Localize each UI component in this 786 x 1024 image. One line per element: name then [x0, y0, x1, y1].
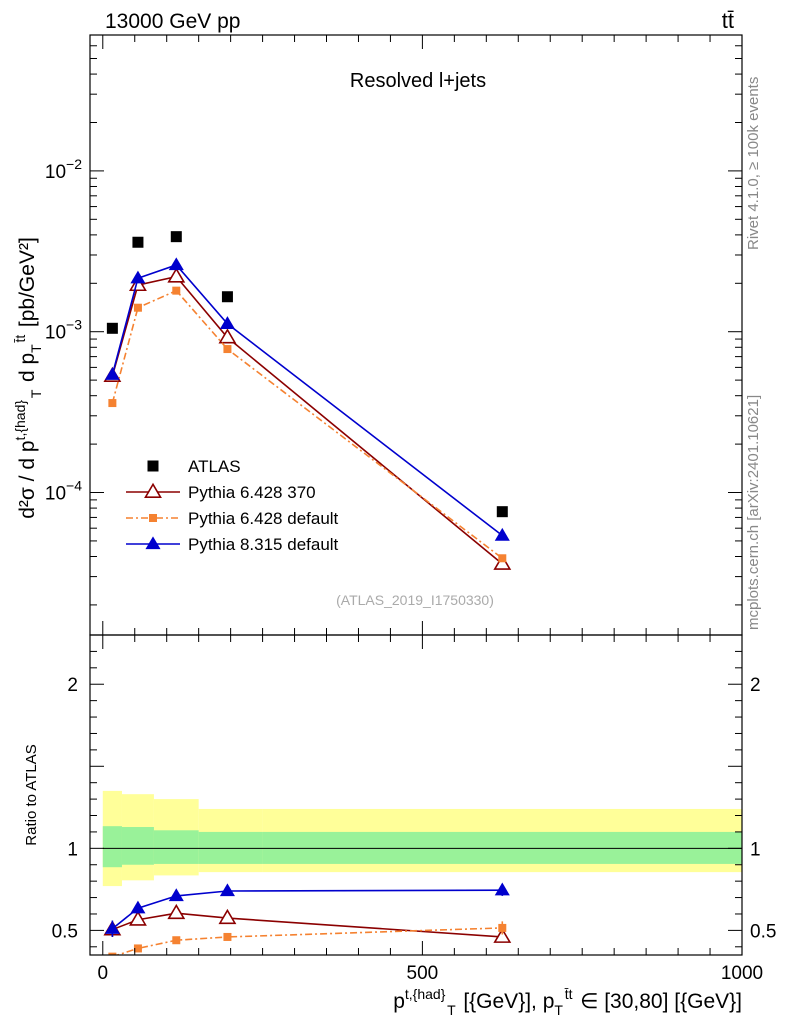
- legend-marker-1: [144, 482, 162, 498]
- ratio-point-2: [498, 923, 507, 932]
- x-axis-label: pt,{had} T [{GeV}], pT t̄t ∈ [30,80] [{G…: [393, 986, 742, 1018]
- ratio-point-1: [129, 910, 147, 926]
- legend-label-3: Pythia 8.315 default: [188, 535, 339, 554]
- data-point-2: [133, 303, 142, 312]
- data-point-1: [167, 267, 186, 283]
- ratio-point-2: [133, 944, 142, 953]
- data-point-2: [223, 345, 232, 354]
- legend-marker-2: [149, 514, 157, 522]
- y-tick-label-main: 10−4: [45, 478, 82, 505]
- data-point-2: [172, 286, 181, 295]
- data-point-0: [132, 236, 144, 248]
- energy-label: 13000 GeV pp: [105, 10, 240, 33]
- legend-label-2: Pythia 6.428 default: [188, 509, 339, 528]
- x-tick-label: 1000: [721, 963, 763, 984]
- rivet-version-label: Rivet 4.1.0, ≥ 100k events: [745, 77, 762, 250]
- data-point-3: [130, 270, 146, 284]
- ratio-point-2: [108, 952, 117, 955]
- ratio-plot-marks: [103, 882, 512, 955]
- ratio-point-2: [223, 932, 232, 941]
- legend-label-1: Pythia 6.428 370: [188, 483, 316, 502]
- y-tick-label-ratio-right: 2: [750, 675, 761, 696]
- data-point-1: [129, 275, 147, 292]
- y-axis-label-main: d²σ / d pt,{had} T d pT t̄t [pb/GeV²]: [12, 237, 44, 519]
- chart-title: Resolved l+jets: [350, 70, 486, 92]
- legend-marker-0: [147, 460, 159, 472]
- legend-label-0: ATLAS: [188, 457, 241, 476]
- y-tick-label-main: 10−3: [45, 317, 82, 344]
- data-point-0: [170, 231, 182, 243]
- stat-uncertainty-band: [102, 826, 122, 868]
- data-point-3: [494, 527, 510, 541]
- data-point-1: [493, 554, 512, 570]
- ratio-point-2: [172, 936, 181, 945]
- data-point-3: [168, 257, 184, 271]
- y-tick-label-ratio-right: 1: [750, 839, 761, 860]
- legend-marker-3: [145, 536, 161, 550]
- ratio-point-1: [167, 903, 186, 920]
- ratio-point-3: [494, 882, 510, 896]
- ratio-frame: [89, 634, 743, 956]
- mcplots-source-label: mcplots.cern.ch [arXiv:2401.10621]: [745, 395, 762, 630]
- ratio-point-3: [168, 888, 184, 902]
- y-tick-label-ratio: 2: [67, 675, 78, 696]
- main-plot-marks: [103, 231, 512, 570]
- y-axis-label-ratio: Ratio to ATLAS: [23, 744, 40, 845]
- ratio-uncertainty-bands: [102, 790, 742, 887]
- ratio-point-1: [493, 927, 512, 943]
- y-tick-label-main: 10−2: [45, 156, 82, 183]
- y-tick-label-ratio: 1: [67, 839, 78, 860]
- x-tick-label: 0: [97, 963, 108, 984]
- process-label: tt̄: [722, 8, 734, 33]
- y-tick-label-ratio-right: 0.5: [750, 921, 776, 942]
- data-point-3: [219, 316, 235, 329]
- legend: ATLAS Pythia 6.428 370 Pythia 6.428 defaul…: [126, 457, 339, 554]
- data-point-0: [221, 291, 233, 303]
- data-point-2: [498, 554, 507, 563]
- stat-uncertainty-band: [153, 830, 199, 864]
- analysis-tag: (ATLAS_2019_I1750330): [336, 592, 494, 608]
- y-tick-label-ratio: 0.5: [52, 921, 78, 942]
- ratio-point-1: [218, 908, 237, 925]
- axes: 0 500 1000 10−4 10−3 10−2 0.5 0.5 1 1 2 2: [45, 34, 776, 984]
- data-point-0: [106, 322, 118, 334]
- stat-uncertainty-band: [121, 827, 154, 865]
- ratio-point-3: [219, 883, 235, 897]
- data-point-0: [496, 506, 508, 518]
- ratio-series-group: [103, 882, 512, 955]
- ratio-point-3: [104, 921, 120, 934]
- x-tick-label: 500: [407, 963, 439, 984]
- data-point-3: [104, 367, 120, 380]
- data-point-1: [218, 328, 237, 344]
- ratio-point-3: [130, 900, 146, 914]
- data-point-2: [108, 399, 117, 408]
